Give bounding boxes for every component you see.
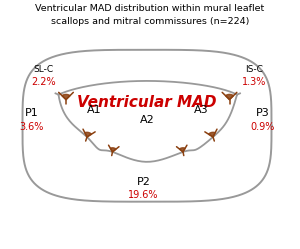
Text: 2.2%: 2.2% [31,77,56,87]
Text: Ventricular MAD distribution within mural leaflet: Ventricular MAD distribution within mura… [35,4,265,13]
Polygon shape [22,50,272,202]
Text: SL-C: SL-C [33,65,54,74]
Polygon shape [179,148,185,152]
Text: 3.6%: 3.6% [19,122,44,132]
Text: P3: P3 [256,108,269,118]
Text: 19.6%: 19.6% [128,190,159,200]
Polygon shape [85,132,92,137]
Text: 0.9%: 0.9% [250,122,275,132]
Polygon shape [226,94,233,100]
Text: Ventricular MAD: Ventricular MAD [77,95,217,110]
Polygon shape [110,148,116,152]
Text: IS-C: IS-C [245,65,263,74]
Text: A2: A2 [140,115,154,124]
Polygon shape [208,132,215,137]
Text: A1: A1 [87,105,102,115]
Text: A3: A3 [194,105,209,115]
Text: scallops and mitral commissures (n=224): scallops and mitral commissures (n=224) [51,17,249,26]
Text: P2: P2 [136,177,150,187]
Text: 1.3%: 1.3% [242,77,267,87]
Text: P1: P1 [25,108,38,118]
Polygon shape [62,94,70,100]
